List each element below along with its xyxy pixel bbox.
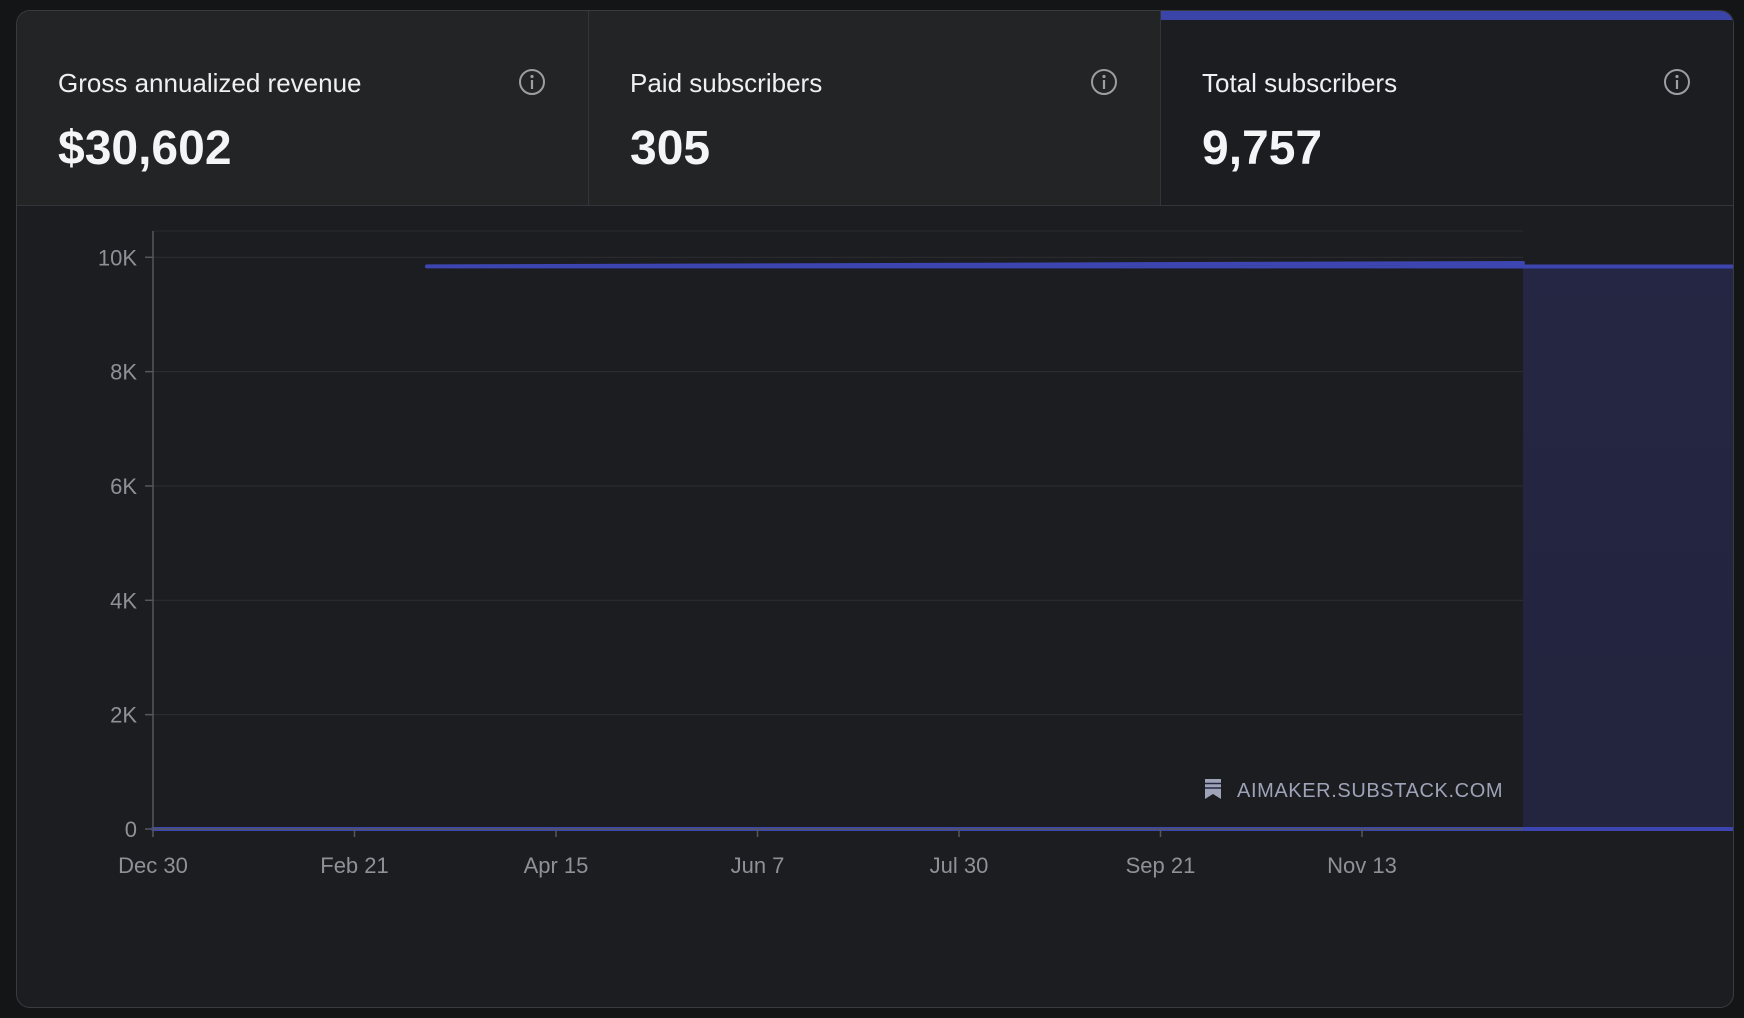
series-area — [153, 263, 1733, 829]
stat-value: 9,757 — [1202, 122, 1323, 175]
bookmark-icon — [1205, 779, 1221, 799]
x-tick-label: Jul 30 — [930, 853, 989, 878]
y-tick-label: 0 — [125, 817, 137, 842]
y-tick-label: 6K — [110, 474, 137, 499]
stat-label: Paid subscribers — [630, 68, 823, 98]
total-subscribers-chart: 0 2K 4K 6K 8K 10K Dec 30 Feb 21 Apr 15 Jun 7 Jul 3… — [98, 230, 1733, 878]
watermark: AIMAKER.SUBSTACK.COM — [1205, 779, 1503, 802]
bookmark-icon-lines — [1205, 782, 1221, 789]
y-tick-label: 8K — [110, 360, 137, 385]
stat-gross-annualized-revenue[interactable]: Gross annualized revenue $30,602 — [17, 11, 589, 205]
stat-label: Gross annualized revenue — [58, 68, 362, 98]
stat-label: Total subscribers — [1202, 68, 1398, 98]
watermark-text: AIMAKER.SUBSTACK.COM — [1237, 780, 1503, 802]
y-tick-label: 4K — [110, 588, 137, 613]
stat-value: 305 — [630, 122, 711, 175]
subscriber-chart-area: 0 2K 4K 6K 8K 10K Dec 30 Feb 21 Apr 15 Jun 7 Jul 3… — [17, 206, 1733, 1007]
x-tick-label: Sep 21 — [1126, 853, 1196, 878]
stat-total-subscribers[interactable]: Total subscribers 9,757 — [1161, 11, 1733, 205]
y-tick-label: 2K — [110, 703, 137, 728]
stats-row: Gross annualized revenue $30,602 Paid su… — [17, 11, 1733, 206]
x-tick-label: Apr 15 — [524, 853, 589, 878]
info-icon[interactable] — [518, 68, 546, 96]
stat-value: $30,602 — [58, 122, 232, 175]
active-tab-indicator — [1161, 11, 1733, 20]
info-icon[interactable] — [1663, 68, 1691, 96]
subscriber-dashboard-card: Gross annualized revenue $30,602 Paid su… — [16, 10, 1734, 1008]
x-tick-label: Dec 30 — [118, 853, 188, 878]
y-tick-label: 10K — [98, 245, 137, 270]
x-tick-label: Nov 13 — [1327, 853, 1397, 878]
x-tick-label: Jun 7 — [731, 853, 785, 878]
info-icon[interactable] — [1090, 68, 1118, 96]
series-line — [151, 261, 1733, 831]
x-tick-label: Feb 21 — [320, 853, 389, 878]
stat-paid-subscribers[interactable]: Paid subscribers 305 — [589, 11, 1161, 205]
